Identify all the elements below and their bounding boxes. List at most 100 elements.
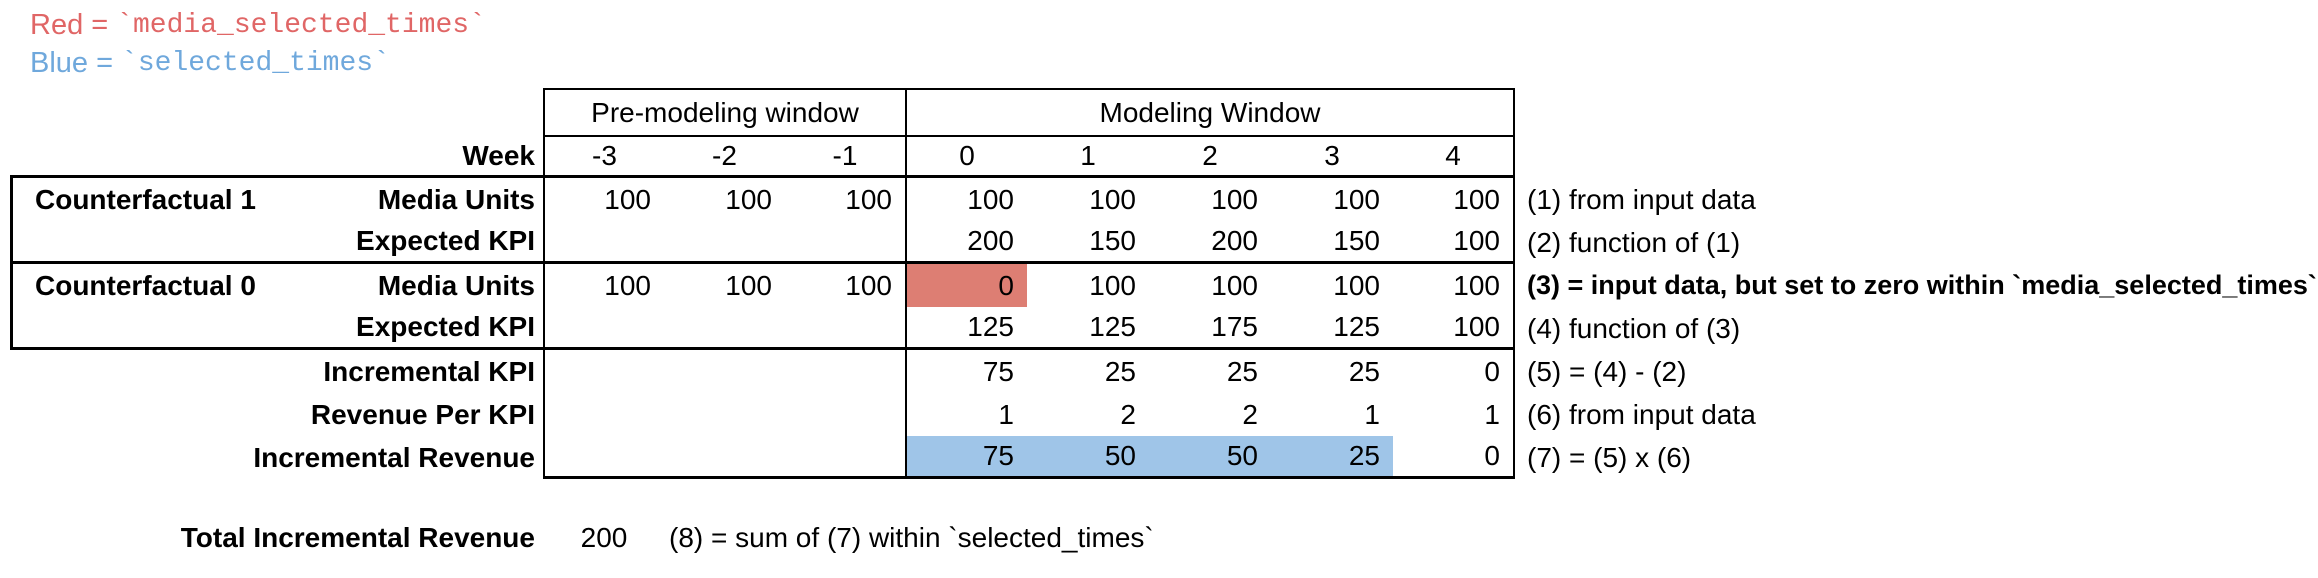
value-cell: 100 [1393, 264, 1515, 307]
highlighted-revenue-cell: 75 [905, 436, 1027, 479]
value-cell [785, 350, 905, 393]
value-cell: 100 [1393, 221, 1515, 264]
row-label-media-units: Counterfactual 0 Media Units [10, 264, 543, 307]
value-cell [664, 393, 785, 436]
counterfactual-table: Pre-modeling window Modeling Window Week… [10, 88, 2318, 479]
highlighted-zero-media-cell: 0 [905, 264, 1027, 307]
annotation-spacer [1515, 88, 2318, 137]
row-annotation: (7) = (5) x (6) [1527, 441, 1692, 473]
value-cell: 1 [1393, 393, 1515, 436]
week-cell: 1 [1027, 137, 1149, 178]
value-cell: 100 [905, 178, 1027, 221]
value-cell [664, 307, 785, 350]
row-label-expected-kpi: Expected KPI [10, 221, 543, 264]
value-cell: 0 [1393, 436, 1515, 479]
week-cell: 3 [1271, 137, 1393, 178]
row-label-revenue-per-kpi: Revenue Per KPI [10, 393, 543, 436]
row-annotation: (2) function of (1) [1527, 226, 1741, 258]
value-cell: 2 [1242, 398, 1258, 430]
value-cell [543, 393, 664, 436]
row-label-text: Media Units [377, 269, 535, 301]
total-annotation: (8) = sum of (7) within `selected_times` [669, 521, 1154, 553]
value-cell: 150 [1027, 221, 1149, 264]
value-cell [785, 436, 905, 479]
value-cell: 125 [905, 307, 1027, 350]
row-label-text: Incremental Revenue [253, 441, 535, 473]
value-cell: 1 [905, 393, 1027, 436]
value-cell [664, 221, 785, 264]
table-row-cf1-expected-kpi: Expected KPI 200 150 200 150 100 (2) fun… [10, 221, 2318, 264]
value-cell: 25 [1104, 355, 1136, 387]
table-row-cf0-media-units: Counterfactual 0 Media Units 100 100 100… [10, 264, 2318, 307]
week-cell: -3 [543, 137, 664, 178]
week-row-label: Week [10, 137, 543, 178]
value-cell: 100 [1333, 269, 1380, 301]
value-cell: 100 [1089, 183, 1136, 215]
value-cell: 200 [1149, 221, 1271, 264]
row-annotation: (6) from input data [1527, 398, 1756, 430]
legend-blue-line: Blue = `selected_times` [30, 44, 486, 82]
value-cell [543, 436, 664, 479]
row-annotation: (4) function of (3) [1527, 312, 1741, 344]
value-cell: 0 [1393, 350, 1515, 393]
row-label-text: Media Units [377, 183, 535, 215]
value-cell: 25 [1348, 355, 1380, 387]
value-cell [543, 350, 664, 393]
value-cell: 125 [1027, 307, 1149, 350]
week-cell: -2 [664, 137, 785, 178]
value-cell: 100 [725, 269, 772, 301]
annotation-spacer [1515, 137, 2318, 178]
row-label-media-units: Counterfactual 1 Media Units [10, 178, 543, 221]
group-label-counterfactual-1: Counterfactual 1 [35, 183, 256, 215]
row-annotation: (5) = (4) - (2) [1527, 355, 1687, 387]
value-cell: 1 [1364, 398, 1380, 430]
row-annotation: (3) = input data, but set to zero within… [1527, 270, 2317, 300]
value-cell: 100 [1089, 269, 1136, 301]
week-cell: 2 [1149, 137, 1271, 178]
highlighted-revenue-cell: 25 [1271, 436, 1393, 479]
value-cell [543, 221, 664, 264]
row-label-text: Expected KPI [356, 311, 535, 342]
value-cell [785, 393, 905, 436]
value-cell: 100 [1211, 183, 1258, 215]
modeling-window-header: Modeling Window [905, 88, 1515, 137]
row-label-text: Revenue Per KPI [310, 398, 535, 430]
legend-red-code: `media_selected_times` [116, 9, 486, 41]
value-cell: 100 [725, 183, 772, 215]
row-label-incremental-revenue: Incremental Revenue [10, 436, 543, 479]
table-row-cf0-expected-kpi: Expected KPI 125 125 175 125 100 (4) fun… [10, 307, 2318, 350]
table-row-incremental-revenue: Incremental Revenue 75 50 50 25 0 (7) = … [10, 436, 2318, 479]
value-cell: 100 [1393, 307, 1515, 350]
value-cell: 100 [845, 269, 892, 301]
value-cell [664, 436, 785, 479]
value-cell: 125 [1271, 307, 1393, 350]
value-cell: 175 [1149, 307, 1271, 350]
value-cell: 75 [905, 350, 1027, 393]
highlighted-revenue-cell: 50 [1027, 436, 1149, 479]
value-cell: 100 [1393, 178, 1515, 221]
row-label-text: Incremental KPI [323, 355, 535, 387]
value-cell: 200 [905, 221, 1027, 264]
value-cell: 100 [543, 178, 664, 221]
week-cell: 0 [905, 137, 1027, 178]
table-row-incremental-kpi: Incremental KPI 75 25 25 25 0 (5) = (4) … [10, 350, 2318, 393]
pre-modeling-window-header: Pre-modeling window [543, 88, 905, 137]
value-cell: 100 [543, 264, 664, 307]
table-row-revenue-per-kpi: Revenue Per KPI 1 2 2 1 1 (6) from input… [10, 393, 2318, 436]
legend-red-line: Red = `media_selected_times` [30, 6, 486, 44]
value-cell [785, 221, 905, 264]
row-label-incremental-kpi: Incremental KPI [10, 350, 543, 393]
value-cell: 2 [1120, 398, 1136, 430]
value-cell: 25 [1226, 355, 1258, 387]
row-annotation: (1) from input data [1527, 183, 1756, 215]
legend-blue-code: `selected_times` [121, 47, 390, 79]
value-cell [543, 307, 664, 350]
window-header-spacer [10, 88, 543, 137]
window-header-row: Pre-modeling window Modeling Window [10, 88, 2318, 137]
value-cell: 150 [1271, 221, 1393, 264]
week-cell: -1 [785, 137, 905, 178]
total-incremental-revenue-row: Total Incremental Revenue 200 (8) = sum … [10, 516, 1154, 559]
row-label-text: Expected KPI [356, 225, 535, 256]
value-cell: 100 [1333, 183, 1380, 215]
